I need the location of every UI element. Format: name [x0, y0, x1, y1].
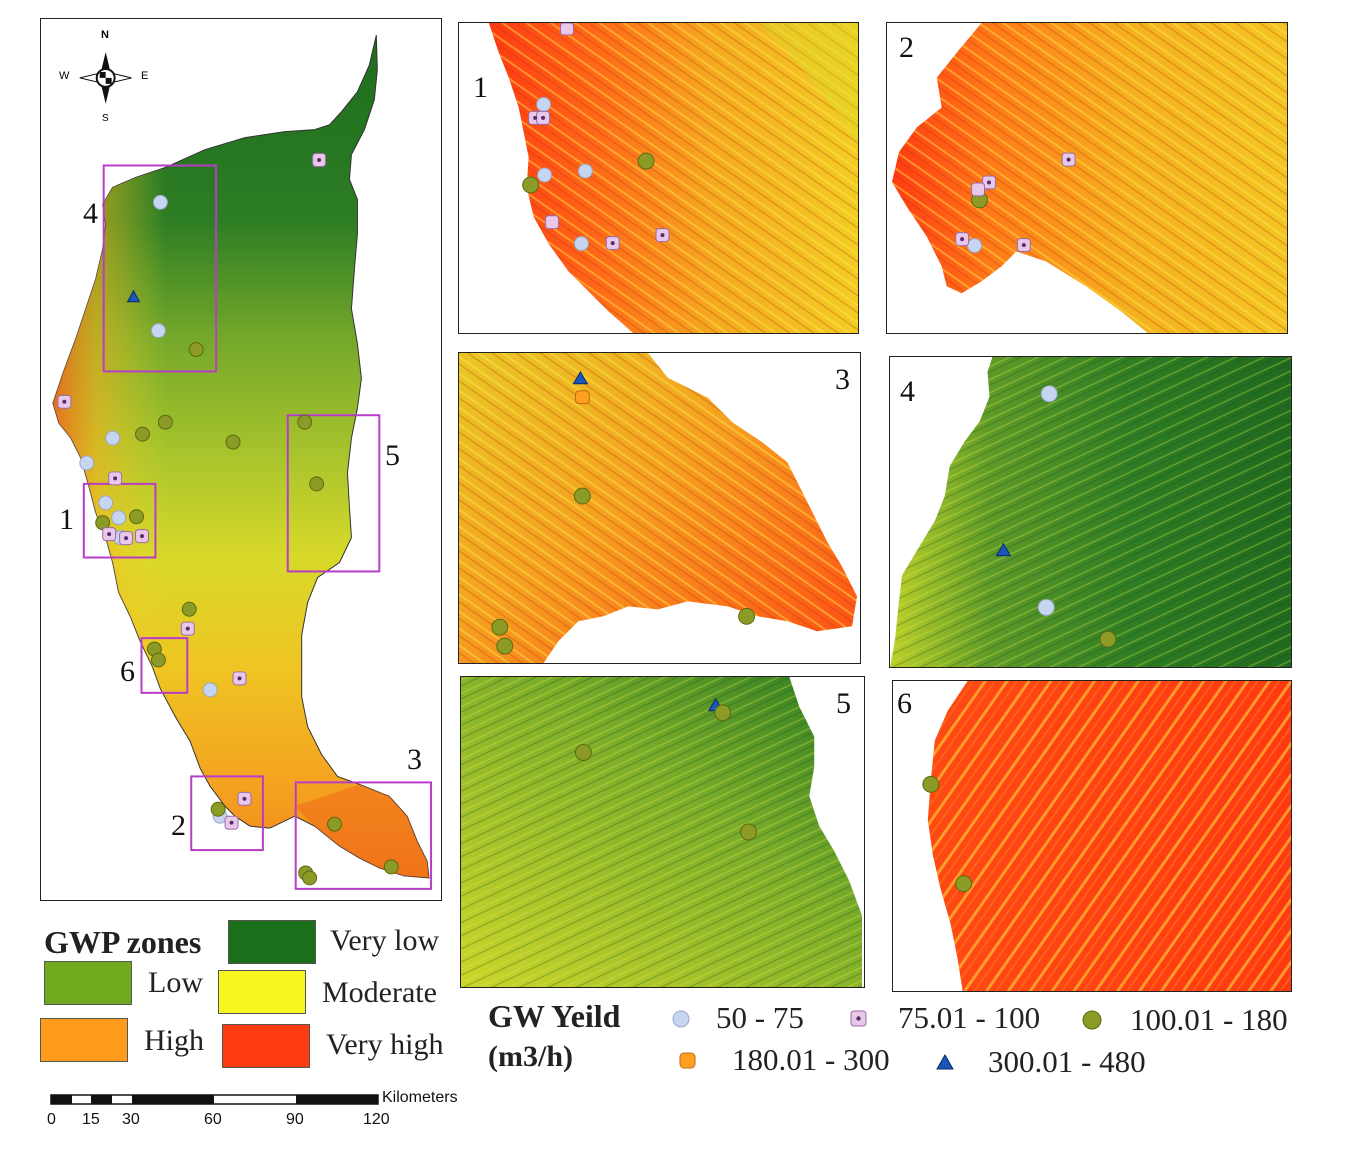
- compass-w-label: W: [59, 70, 70, 82]
- scale-bar-unit: Kilometers: [382, 1089, 458, 1106]
- well-marker: [574, 390, 590, 405]
- inset-box-4: [102, 164, 218, 373]
- inset-box-2: [190, 775, 264, 852]
- main-label-2: 2: [171, 809, 186, 842]
- inset-label-1: 1: [473, 71, 488, 104]
- well-marker: [572, 370, 589, 385]
- well-marker: [995, 542, 1012, 557]
- inset-label-4: 4: [900, 375, 915, 408]
- gwp-legend-title: GWP zones: [44, 924, 202, 960]
- compass-s-label: S: [102, 113, 109, 124]
- well-marker: [491, 487, 756, 655]
- scale-tick-60: 60: [204, 1111, 222, 1128]
- scale-tick-0: 0: [47, 1111, 56, 1128]
- scale-bar-graphic: [50, 1094, 379, 1105]
- well-marker: [522, 152, 655, 194]
- legend-label-100-180: 100.01 - 180: [1130, 1002, 1288, 1037]
- label-high: High: [144, 1024, 204, 1057]
- inset-box-6: [140, 637, 189, 694]
- legend-label-75-100: 75.01 - 100: [898, 1000, 1041, 1035]
- inset-map-6: 6: [892, 680, 1292, 992]
- main-label-3: 3: [407, 743, 422, 776]
- compass-e-label: E: [141, 70, 149, 82]
- well-marker: [536, 97, 593, 252]
- well-marker: [967, 238, 983, 254]
- inset-map-4: 4: [889, 356, 1292, 668]
- inset-map-5: 5: [460, 676, 865, 988]
- legend-symbol-300-480: [936, 1053, 954, 1070]
- legend-label-50-75: 50 - 75: [716, 1000, 804, 1035]
- scale-tick-15: 15: [82, 1111, 100, 1128]
- swatch-moderate: [218, 970, 306, 1014]
- legend-label-300-480: 300.01 - 480: [988, 1044, 1146, 1079]
- main-label-6: 6: [120, 655, 135, 688]
- well-marker: [528, 23, 670, 251]
- well-marker: [1099, 630, 1117, 648]
- legend-symbol-100-180: [1082, 1010, 1102, 1030]
- label-low: Low: [148, 966, 203, 999]
- scale-tick-120: 120: [363, 1111, 390, 1128]
- inset-box-3: [294, 781, 433, 890]
- inset-label-5: 5: [836, 687, 851, 720]
- inset-label-6: 6: [897, 687, 912, 720]
- inset-map-1: 1: [458, 22, 859, 334]
- legend-label-180-300: 180.01 - 300: [732, 1042, 890, 1077]
- well-marker: [922, 775, 973, 893]
- north-arrow-icon: [79, 52, 132, 104]
- label-very-low: Very low: [330, 924, 440, 957]
- inset-map-2: 2: [886, 22, 1288, 334]
- inset-boxes: [82, 164, 433, 890]
- well-marker: [126, 289, 141, 303]
- main-label-4: 4: [83, 197, 98, 230]
- scale-tick-90: 90: [286, 1111, 304, 1128]
- well-marker: [95, 342, 399, 886]
- inset-label-3: 3: [835, 363, 850, 396]
- yield-legend-title: GW Yeild: [488, 998, 621, 1034]
- compass-n-label: N: [101, 29, 109, 41]
- inset-box-5: [286, 414, 381, 573]
- label-very-high: Very high: [326, 1028, 444, 1061]
- label-moderate: Moderate: [322, 976, 437, 1009]
- legend-symbol-75-100: [850, 1010, 867, 1027]
- inset-map-3: 3: [458, 352, 861, 664]
- inset-label-2: 2: [899, 31, 914, 64]
- scale-tick-30: 30: [122, 1111, 140, 1128]
- swatch-very-high: [222, 1024, 310, 1068]
- main-map-frame: N S W E 4 5 1 6 3 2: [40, 18, 442, 901]
- well-marker: [1037, 385, 1058, 616]
- southeast-high-zone: [294, 784, 430, 878]
- study-area-west-edge: [52, 35, 430, 878]
- legend-symbol-50-75: [672, 1010, 690, 1028]
- main-label-1: 1: [59, 503, 74, 536]
- main-label-5: 5: [385, 439, 400, 472]
- swatch-low: [44, 961, 132, 1005]
- legend-symbol-180-300: [679, 1052, 696, 1069]
- well-marker: [574, 704, 758, 841]
- main-wells: [57, 153, 399, 886]
- main-map-svg: [52, 35, 433, 890]
- swatch-high: [40, 1018, 128, 1062]
- yield-legend-unit: (m3/h): [488, 1040, 573, 1073]
- swatch-very-low: [228, 920, 316, 964]
